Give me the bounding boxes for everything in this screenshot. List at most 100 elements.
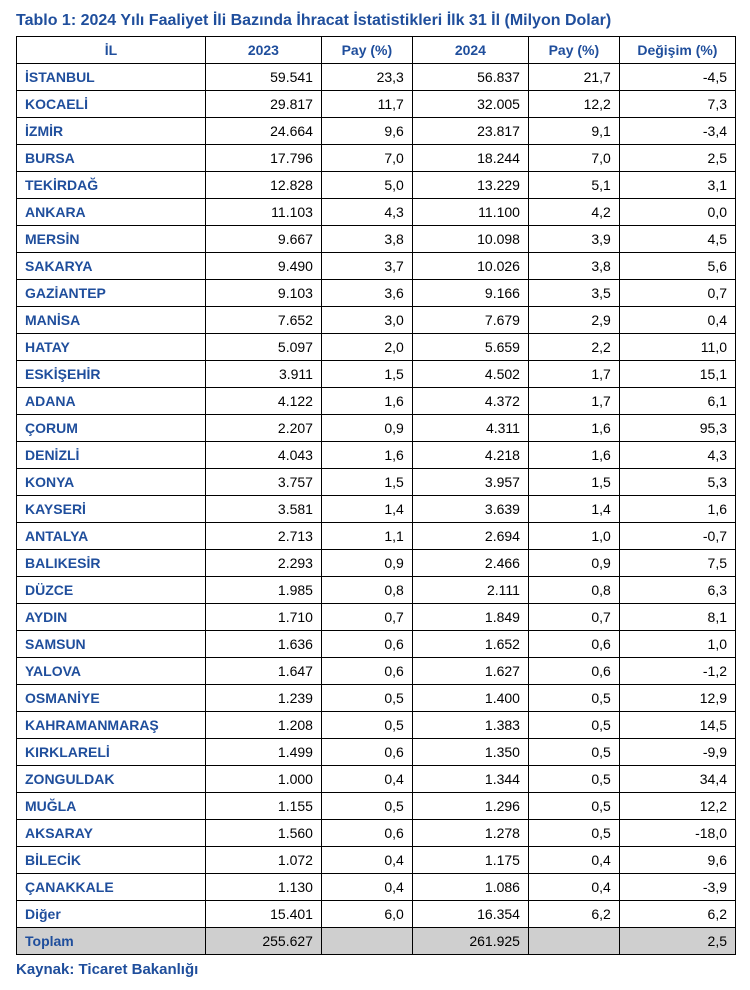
cell-value: 9.166 bbox=[412, 280, 528, 307]
cell-value: 0,7 bbox=[321, 604, 412, 631]
cell-province: AYDIN bbox=[17, 604, 206, 631]
cell-value: 2,2 bbox=[528, 334, 619, 361]
cell-province: ANTALYA bbox=[17, 523, 206, 550]
cell-province: ANKARA bbox=[17, 199, 206, 226]
cell-province: DENİZLİ bbox=[17, 442, 206, 469]
cell-value: 16.354 bbox=[412, 901, 528, 928]
table-row: KOCAELİ29.81711,732.00512,27,3 bbox=[17, 91, 736, 118]
table-row: ÇANAKKALE1.1300,41.0860,4-3,9 bbox=[17, 874, 736, 901]
cell-value: 4.311 bbox=[412, 415, 528, 442]
cell-value: 2,9 bbox=[528, 307, 619, 334]
cell-value: 6,0 bbox=[321, 901, 412, 928]
cell-value: 1.344 bbox=[412, 766, 528, 793]
table-source: Kaynak: Ticaret Bakanlığı bbox=[16, 961, 738, 978]
col-header-change: Değişim (%) bbox=[619, 37, 735, 64]
cell-value: 1,7 bbox=[528, 388, 619, 415]
cell-province: BURSA bbox=[17, 145, 206, 172]
cell-value: 1.636 bbox=[205, 631, 321, 658]
cell-province: İZMİR bbox=[17, 118, 206, 145]
cell-value: 1.278 bbox=[412, 820, 528, 847]
cell-value: 23.817 bbox=[412, 118, 528, 145]
cell-value: 1.072 bbox=[205, 847, 321, 874]
table-row: SAMSUN1.6360,61.6520,61,0 bbox=[17, 631, 736, 658]
export-stats-table: İL 2023 Pay (%) 2024 Pay (%) Değişim (%)… bbox=[16, 36, 736, 955]
cell-value: 2,0 bbox=[321, 334, 412, 361]
cell-value: 15.401 bbox=[205, 901, 321, 928]
cell-value: -0,7 bbox=[619, 523, 735, 550]
cell-value: 1,1 bbox=[321, 523, 412, 550]
col-header-2024: 2024 bbox=[412, 37, 528, 64]
cell-value: 12,2 bbox=[528, 91, 619, 118]
table-row: MERSİN9.6673,810.0983,94,5 bbox=[17, 226, 736, 253]
cell-value: 0,0 bbox=[619, 199, 735, 226]
table-row: ADANA4.1221,64.3721,76,1 bbox=[17, 388, 736, 415]
cell-value: 6,1 bbox=[619, 388, 735, 415]
table-row: SAKARYA9.4903,710.0263,85,6 bbox=[17, 253, 736, 280]
cell-value: 3.581 bbox=[205, 496, 321, 523]
cell-province: KAYSERİ bbox=[17, 496, 206, 523]
col-header-pay-2023: Pay (%) bbox=[321, 37, 412, 64]
table-row: DENİZLİ4.0431,64.2181,64,3 bbox=[17, 442, 736, 469]
cell-value: 8,1 bbox=[619, 604, 735, 631]
cell-province: SAMSUN bbox=[17, 631, 206, 658]
cell-value: 24.664 bbox=[205, 118, 321, 145]
cell-value: 11.100 bbox=[412, 199, 528, 226]
cell-value: 18.244 bbox=[412, 145, 528, 172]
col-header-pay-2024: Pay (%) bbox=[528, 37, 619, 64]
cell-value: 1.383 bbox=[412, 712, 528, 739]
cell-value: 3,0 bbox=[321, 307, 412, 334]
cell-value: 5,0 bbox=[321, 172, 412, 199]
cell-value: 0,5 bbox=[528, 766, 619, 793]
cell-value: 29.817 bbox=[205, 91, 321, 118]
cell-value: 11,0 bbox=[619, 334, 735, 361]
cell-value: 59.541 bbox=[205, 64, 321, 91]
cell-province: MANİSA bbox=[17, 307, 206, 334]
cell-value: 0,6 bbox=[321, 739, 412, 766]
table-row: Toplam255.627261.9252,5 bbox=[17, 928, 736, 955]
cell-value: 1,0 bbox=[619, 631, 735, 658]
cell-province: ZONGULDAK bbox=[17, 766, 206, 793]
cell-value: 3.911 bbox=[205, 361, 321, 388]
cell-value: 3.757 bbox=[205, 469, 321, 496]
cell-value: 2.466 bbox=[412, 550, 528, 577]
cell-value: 0,9 bbox=[528, 550, 619, 577]
cell-value: 0,6 bbox=[528, 631, 619, 658]
cell-value: 13.229 bbox=[412, 172, 528, 199]
table-row: AKSARAY1.5600,61.2780,5-18,0 bbox=[17, 820, 736, 847]
cell-value: 1,5 bbox=[321, 469, 412, 496]
cell-value: 1,6 bbox=[528, 415, 619, 442]
cell-value: 11,7 bbox=[321, 91, 412, 118]
cell-province: KOCAELİ bbox=[17, 91, 206, 118]
cell-value: 3,8 bbox=[321, 226, 412, 253]
cell-value: 0,7 bbox=[528, 604, 619, 631]
cell-value: 3,9 bbox=[528, 226, 619, 253]
cell-value: 261.925 bbox=[412, 928, 528, 955]
table-row: MANİSA7.6523,07.6792,90,4 bbox=[17, 307, 736, 334]
cell-value: 2.111 bbox=[412, 577, 528, 604]
cell-value: 7,5 bbox=[619, 550, 735, 577]
cell-value: 0,5 bbox=[528, 739, 619, 766]
cell-value: 2,5 bbox=[619, 145, 735, 172]
cell-value: -3,4 bbox=[619, 118, 735, 145]
table-row: Diğer15.4016,016.3546,26,2 bbox=[17, 901, 736, 928]
cell-value: 10.098 bbox=[412, 226, 528, 253]
table-row: YALOVA1.6470,61.6270,6-1,2 bbox=[17, 658, 736, 685]
cell-value: 5,1 bbox=[528, 172, 619, 199]
cell-province: YALOVA bbox=[17, 658, 206, 685]
cell-value: 3.957 bbox=[412, 469, 528, 496]
table-row: TEKİRDAĞ12.8285,013.2295,13,1 bbox=[17, 172, 736, 199]
table-row: GAZİANTEP9.1033,69.1663,50,7 bbox=[17, 280, 736, 307]
cell-value: 10.026 bbox=[412, 253, 528, 280]
cell-value: 0,6 bbox=[321, 820, 412, 847]
cell-value: 1,7 bbox=[528, 361, 619, 388]
cell-value: 95,3 bbox=[619, 415, 735, 442]
cell-value: 0,7 bbox=[619, 280, 735, 307]
cell-value: 34,4 bbox=[619, 766, 735, 793]
cell-province: ESKİŞEHİR bbox=[17, 361, 206, 388]
table-row: ESKİŞEHİR3.9111,54.5021,715,1 bbox=[17, 361, 736, 388]
cell-value: 1.000 bbox=[205, 766, 321, 793]
cell-value: -18,0 bbox=[619, 820, 735, 847]
cell-value: 9,6 bbox=[321, 118, 412, 145]
table-row: ANKARA11.1034,311.1004,20,0 bbox=[17, 199, 736, 226]
cell-value: 9,1 bbox=[528, 118, 619, 145]
